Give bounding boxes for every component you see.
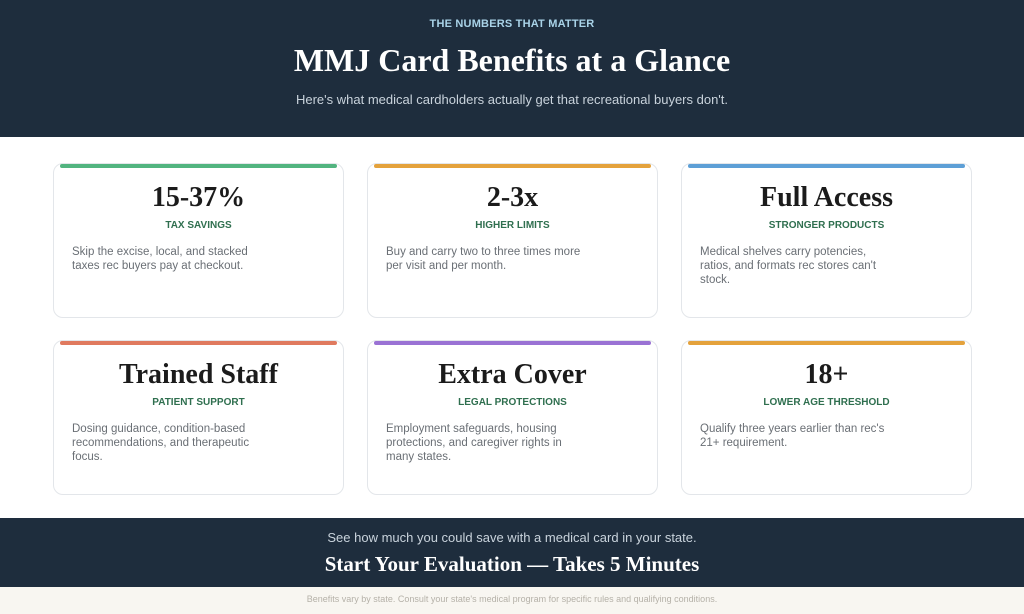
benefit-card: Full Access STRONGER PRODUCTS Medical shel… — [681, 163, 972, 318]
card-description: Dosing guidance, condition-based recomme… — [72, 423, 250, 463]
accent-bar — [374, 164, 651, 168]
disclaimer: Benefits vary by state. Consult your sta… — [0, 587, 1024, 614]
card-label: STRONGER PRODUCTS — [768, 220, 885, 231]
card-description: Qualify three years earlier than rec's 2… — [700, 423, 885, 449]
card-stat: 15-37% — [151, 182, 246, 213]
accent-bar — [688, 164, 965, 168]
benefit-card: Extra Cover LEGAL PROTECTIONS Employment s… — [367, 340, 658, 495]
benefit-card: 15-37% TAX SAVINGS Skip the excise, local,… — [53, 163, 344, 318]
hero: THE NUMBERS THAT MATTER MMJ Card Benefit… — [0, 0, 1024, 137]
card-stat: Full Access — [760, 182, 893, 213]
subtitle: Here's what medical cardholders actually… — [295, 92, 729, 107]
card-label: LEGAL PROTECTIONS — [458, 397, 567, 408]
card-description: Buy and carry two to three times more pe… — [386, 246, 581, 272]
benefit-card: 2-3x HIGHER LIMITS Buy and carry two to th… — [367, 163, 658, 318]
card-description: Skip the excise, local, and stacked taxe… — [72, 246, 248, 272]
accent-bar — [60, 164, 337, 168]
accent-bar — [374, 341, 651, 345]
card-label: PATIENT SUPPORT — [152, 397, 245, 408]
title: MMJ Card Benefits at a Glance — [293, 42, 731, 78]
cta-button[interactable]: Start Your Evaluation — Takes 5 Minutes — [324, 552, 700, 576]
card-description: Medical shelves carry potencies, ratios,… — [700, 246, 877, 286]
card-label: TAX SAVINGS — [165, 220, 232, 231]
cta-text: See how much you could save with a medic… — [327, 530, 697, 545]
card-stat: Extra Cover — [438, 359, 587, 390]
benefit-card: 18+ LOWER AGE THRESHOLD Qualify three year… — [681, 340, 972, 495]
accent-bar — [60, 341, 337, 345]
benefit-grid: 15-37% TAX SAVINGS Skip the excise, local,… — [0, 137, 1024, 518]
card-label: HIGHER LIMITS — [475, 220, 550, 231]
card-description: Employment safeguards, housing protectio… — [386, 423, 562, 463]
accent-bar — [688, 341, 965, 345]
card-stat: Trained Staff — [119, 359, 278, 390]
card-stat: 18+ — [804, 359, 849, 390]
cta-band: See how much you could save with a medic… — [0, 518, 1024, 587]
card-stat: 2-3x — [486, 182, 539, 213]
benefit-card: Trained Staff PATIENT SUPPORT Dosing guida… — [53, 340, 344, 495]
card-label: LOWER AGE THRESHOLD — [763, 397, 890, 408]
eyebrow: THE NUMBERS THAT MATTER — [429, 18, 595, 30]
